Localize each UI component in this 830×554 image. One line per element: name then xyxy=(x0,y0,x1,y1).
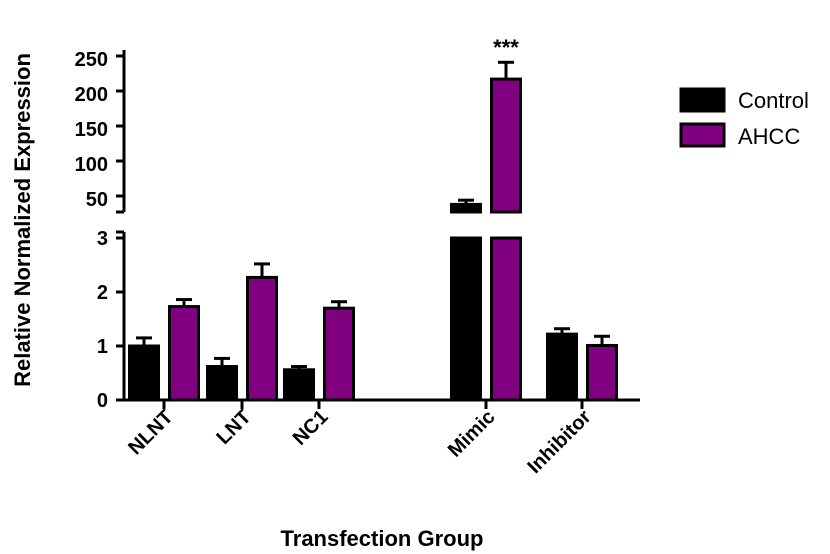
legend-label-control: Control xyxy=(738,88,809,113)
bar xyxy=(323,306,355,402)
x-tick-label: Inhibitor xyxy=(523,406,595,478)
legend-swatch-control xyxy=(679,87,726,113)
bar xyxy=(206,365,238,402)
y-tick-label: 2 xyxy=(97,282,108,304)
y-tick-label: 150 xyxy=(75,119,108,141)
y-tick-label: 100 xyxy=(75,154,108,176)
bar xyxy=(546,332,578,402)
x-tick-label: NC1 xyxy=(289,406,333,450)
bar xyxy=(168,305,200,402)
legend-label-ahcc: AHCC xyxy=(738,124,800,149)
bar xyxy=(490,77,522,214)
x-tick-label: LNT xyxy=(212,406,255,449)
y-tick-label: 1 xyxy=(97,336,108,358)
y-tick-label: 250 xyxy=(75,49,108,71)
y-tick-label: 50 xyxy=(86,189,108,211)
bars xyxy=(126,60,646,402)
bar xyxy=(586,343,618,402)
bar xyxy=(490,236,522,402)
y-tick-label: 3 xyxy=(97,228,108,250)
bar xyxy=(450,236,482,402)
significance-annotation: *** xyxy=(493,35,519,60)
y-tick-label: 0 xyxy=(97,390,108,412)
axis-break-gap xyxy=(126,214,646,230)
bar xyxy=(246,275,278,402)
bar xyxy=(128,344,160,402)
y-axis-title: Relative Normalized Expression xyxy=(10,53,35,387)
y-tick-label: 200 xyxy=(75,84,108,106)
bar xyxy=(450,202,482,214)
x-tick-label: Mimic xyxy=(444,406,500,462)
y-tick-marks xyxy=(116,54,124,402)
legend-swatch-ahcc xyxy=(679,122,726,148)
x-axis-title: Transfection Group xyxy=(281,526,484,551)
legend: Control AHCC xyxy=(679,87,809,149)
bar xyxy=(283,368,315,402)
x-ticks: NLNT LNT NC1 Mimic Inhibitor xyxy=(124,400,596,478)
x-tick-label: NLNT xyxy=(124,406,177,459)
